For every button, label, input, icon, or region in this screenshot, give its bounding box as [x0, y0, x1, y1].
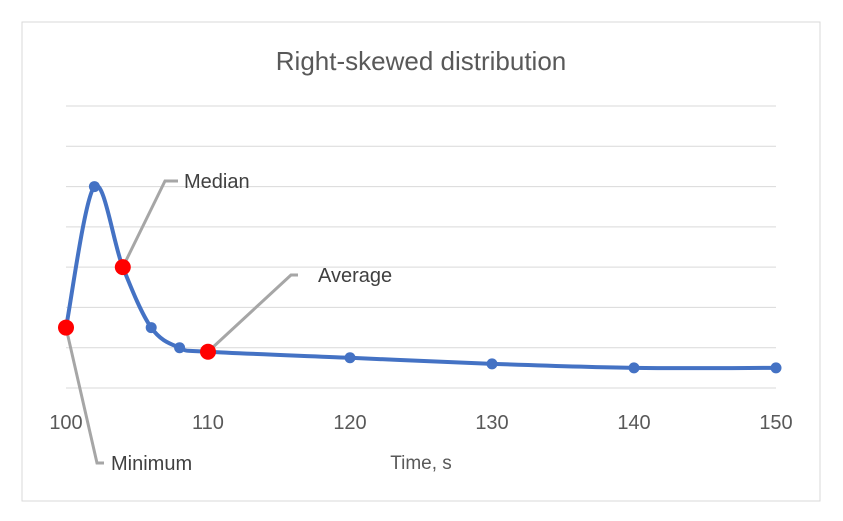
- annotations-group: Median Average Minimum: [58, 171, 392, 475]
- x-tick-label: 100: [49, 412, 82, 434]
- x-tick-label: 150: [759, 412, 792, 434]
- highlight-marker: [200, 343, 216, 360]
- annotation-label: Average: [318, 265, 392, 287]
- data-point: [174, 342, 186, 354]
- annotation-label: Minimum: [111, 453, 192, 475]
- x-axis-label: Time, s: [390, 453, 452, 474]
- highlight-marker: [114, 259, 131, 276]
- gridlines: [66, 105, 776, 389]
- data-point: [770, 362, 782, 374]
- x-tick-label: 120: [333, 412, 366, 434]
- data-point: [88, 181, 100, 193]
- data-point: [344, 352, 356, 364]
- x-tick-labels: 100 110 120 130 140 150: [49, 412, 792, 434]
- x-tick-label: 130: [475, 412, 508, 434]
- data-point: [145, 322, 157, 334]
- chart-title: Right-skewed distribution: [276, 46, 566, 76]
- highlight-marker: [58, 319, 74, 336]
- leader-line: [206, 273, 298, 353]
- chart-border: [21, 21, 821, 502]
- x-tick-label: 140: [617, 412, 650, 434]
- data-point: [486, 358, 498, 370]
- x-tick-label: 110: [192, 412, 224, 434]
- leader-line: [64, 327, 104, 465]
- data-point: [628, 362, 640, 374]
- annotation-label: Median: [184, 171, 250, 193]
- leader-line: [121, 179, 178, 268]
